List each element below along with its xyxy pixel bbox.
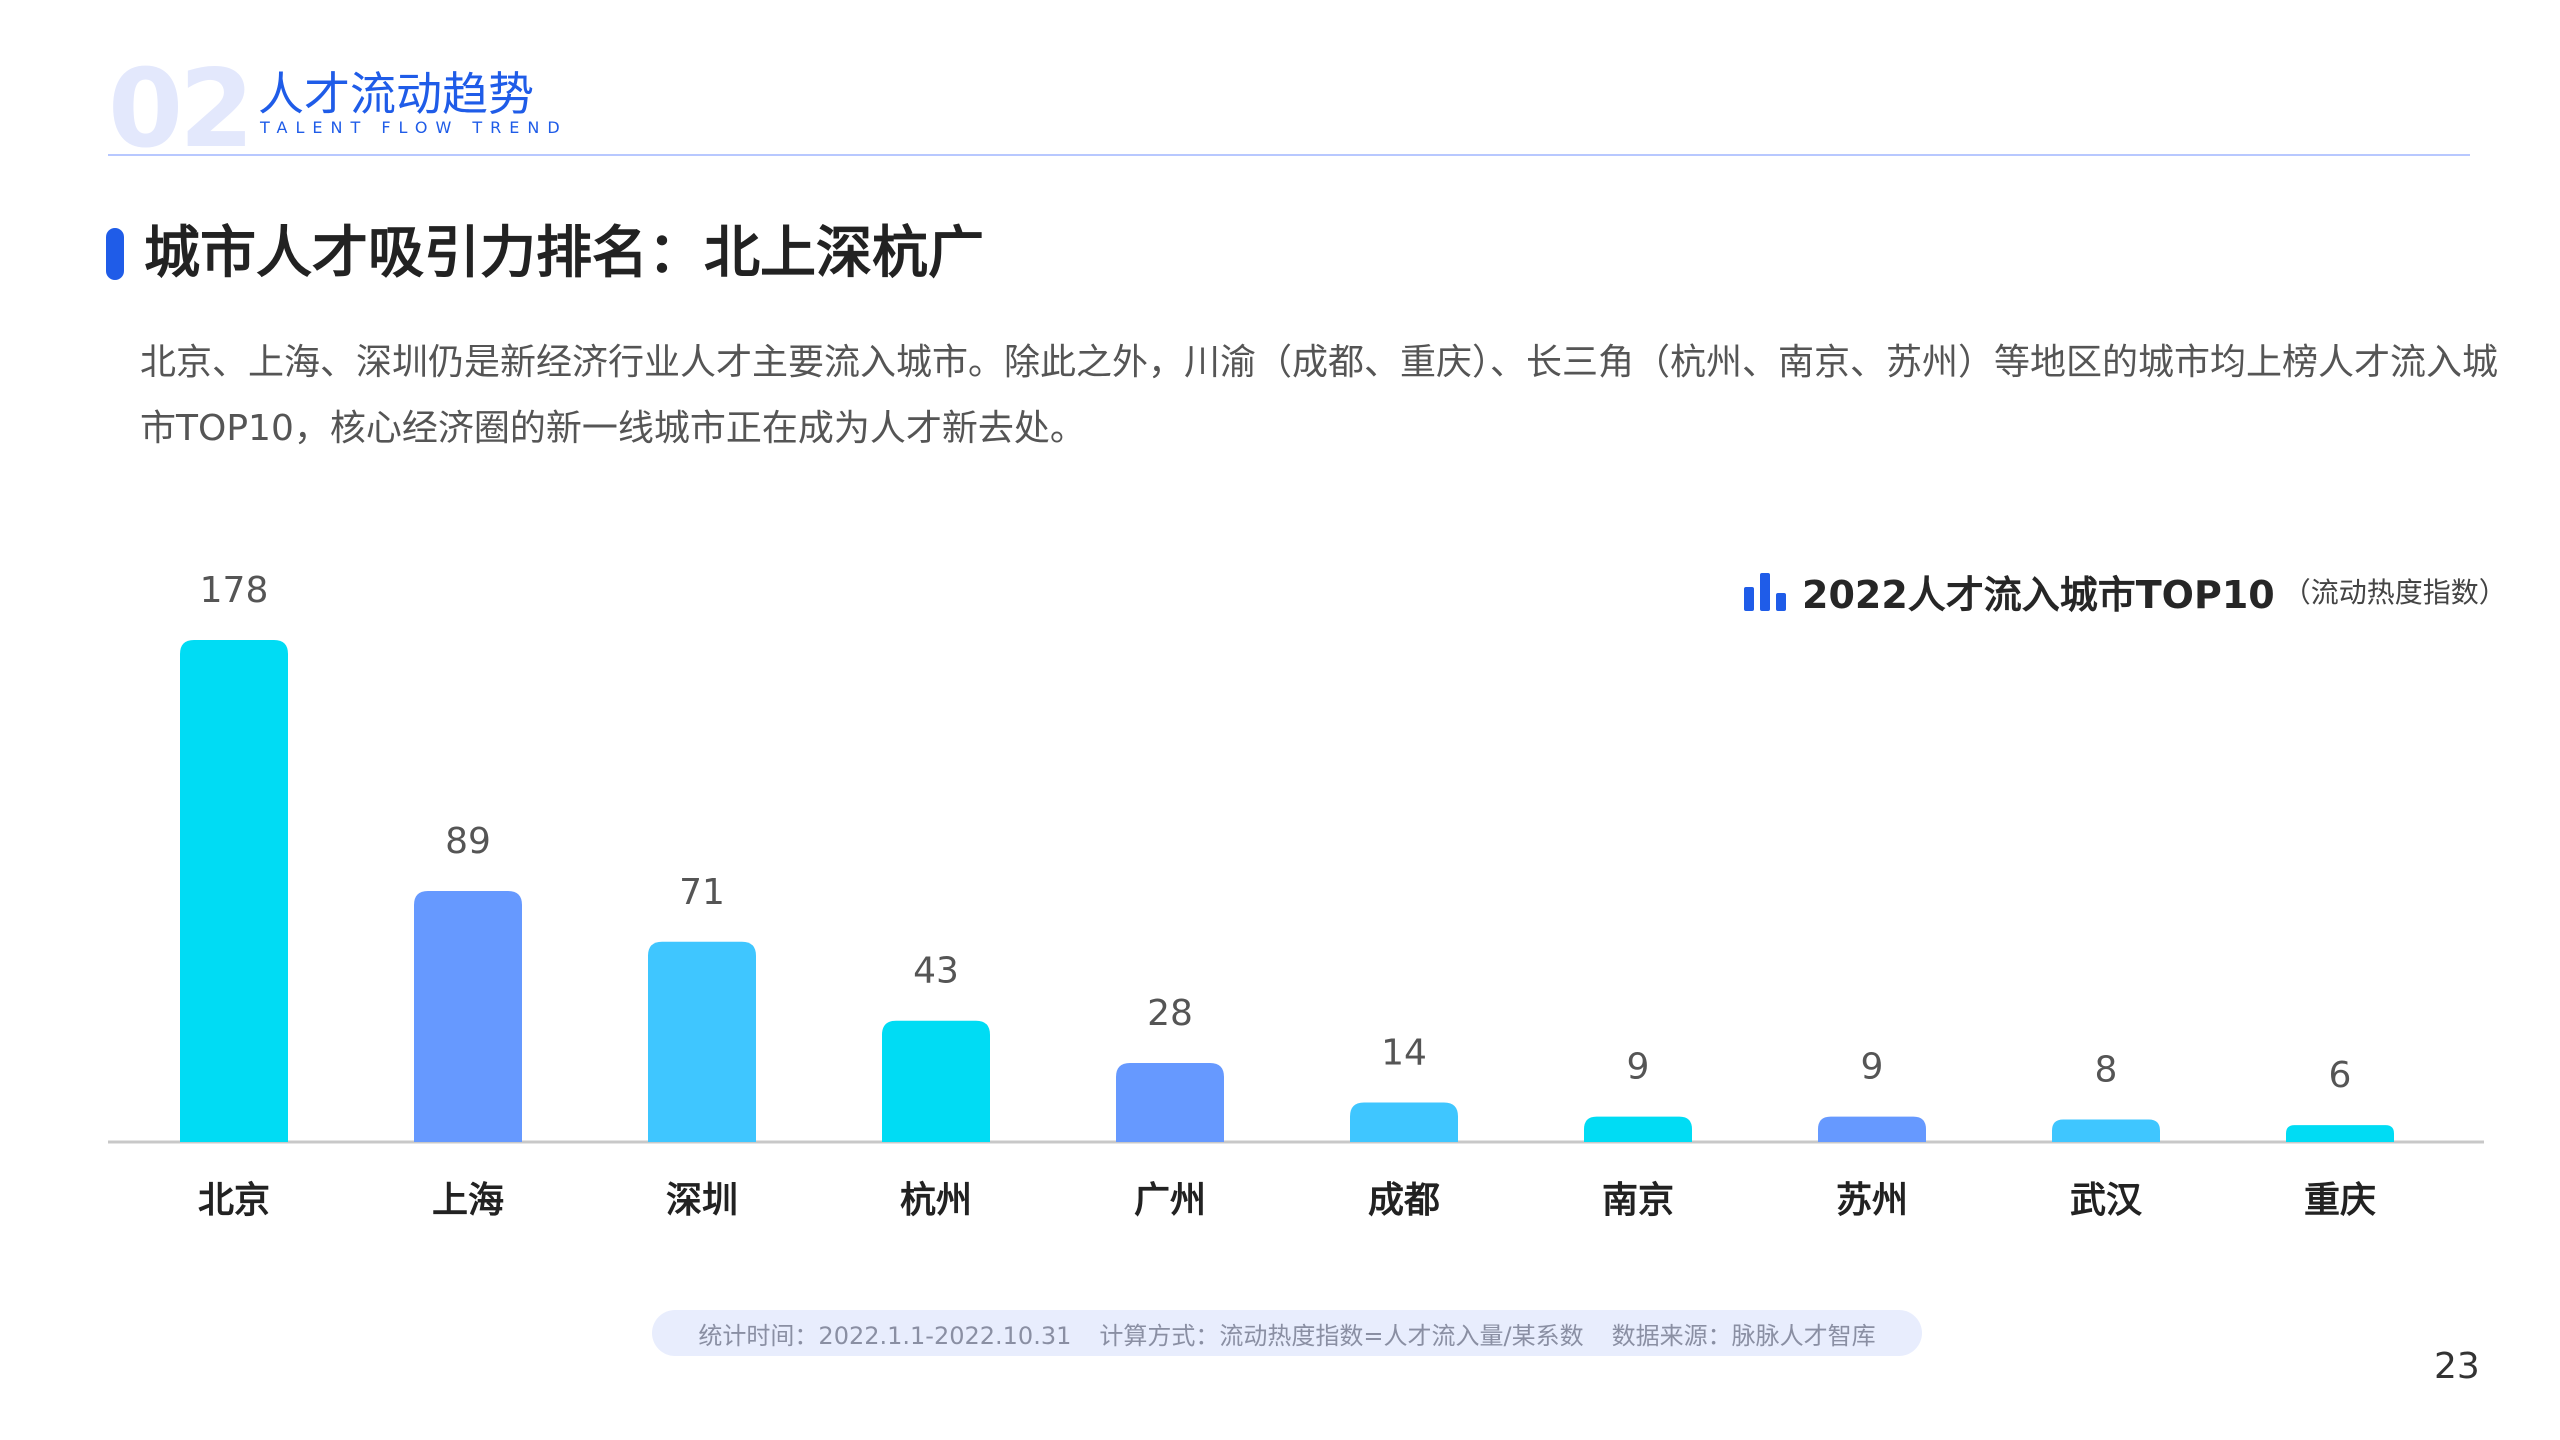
category-label-6: 南京	[1602, 1179, 1674, 1221]
value-label-2: 71	[679, 872, 725, 913]
bar-5	[1350, 1102, 1458, 1142]
value-label-0: 178	[200, 570, 269, 611]
bar-0	[180, 640, 288, 1142]
footer-method: 计算方式：流动热度指数=人才流入量/某系数	[1099, 1321, 1584, 1350]
section-header: 02 人才流动趋势 TALENT FLOW TREND	[108, 56, 2470, 164]
bar-4	[1116, 1063, 1224, 1142]
bar-7	[1818, 1116, 1926, 1142]
description-text: 北京、上海、深圳仍是新经济行业人才主要流入城市。除此之外，川渝（成都、重庆）、长…	[140, 342, 2499, 449]
bar-9	[2286, 1125, 2394, 1142]
legend-title: 2022人才流入城市TOP10	[1802, 572, 2275, 617]
category-label-7: 苏州	[1836, 1180, 1908, 1221]
value-label-7: 9	[1861, 1047, 1884, 1088]
legend-note: （流动热度指数）	[2282, 576, 2507, 609]
page-heading: 城市人才吸引力排名：北上深杭广	[144, 221, 984, 286]
value-label-9: 6	[2329, 1055, 2352, 1096]
bar-2	[648, 941, 756, 1142]
value-label-1: 89	[445, 821, 491, 862]
category-label-0: 北京	[198, 1179, 270, 1221]
value-label-8: 8	[2095, 1049, 2118, 1090]
value-label-5: 14	[1381, 1033, 1427, 1074]
category-label-3: 杭州	[900, 1179, 972, 1221]
chart-legend: 2022人才流入城市TOP10 （流动热度指数）	[1742, 566, 2507, 617]
category-label-1: 上海	[432, 1180, 504, 1221]
footer-stat-time: 统计时间：2022.1.1-2022.10.31	[698, 1321, 1072, 1350]
category-label-4: 广州	[1134, 1180, 1206, 1221]
footer-source: 数据来源：脉脉人才智库	[1611, 1321, 1876, 1350]
value-label-4: 28	[1147, 993, 1193, 1034]
bar-chart-icon	[1744, 573, 1786, 611]
bar-3	[882, 1020, 990, 1142]
category-label-2: 深圳	[666, 1180, 738, 1221]
header-divider	[108, 154, 2470, 156]
heading-accent-bar	[106, 228, 124, 280]
footer-note: 统计时间：2022.1.1-2022.10.31 计算方式：流动热度指数=人才流…	[652, 1310, 1922, 1356]
bar-1	[414, 891, 522, 1142]
section-number: 02	[108, 47, 254, 172]
section-title: 人才流动趋势	[258, 67, 534, 121]
category-label-8: 武汉	[2070, 1180, 2143, 1221]
category-label-9: 重庆	[2304, 1180, 2376, 1221]
page-number: 23	[2434, 1346, 2480, 1387]
category-label-5: 成都	[1368, 1180, 1440, 1221]
value-label-6: 9	[1627, 1047, 1650, 1088]
section-subtitle: TALENT FLOW TREND	[260, 118, 568, 137]
value-label-3: 43	[913, 951, 959, 992]
bar-8	[2052, 1119, 2160, 1142]
bar-6	[1584, 1116, 1692, 1142]
